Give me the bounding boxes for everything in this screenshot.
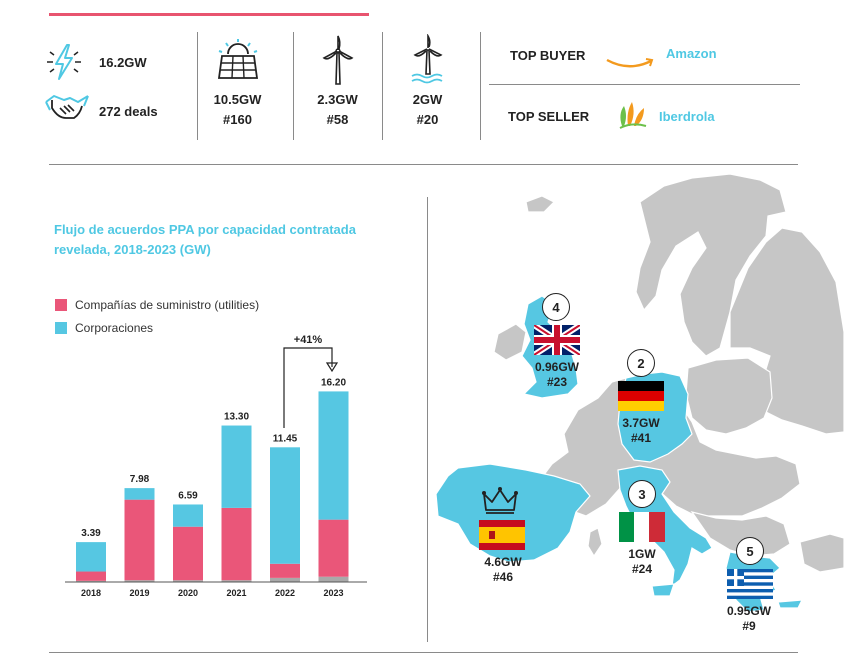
country-label-greece: 0.95GW #9 [716, 604, 782, 634]
country-label-spain: 4.6GW #46 [472, 555, 534, 585]
growth-annotation: +41% [283, 333, 339, 428]
bar-segment-2023-utilities [318, 519, 349, 577]
bar-total-label-2020: 6.59 [178, 490, 198, 501]
legend-label-corporations: Corporaciones [75, 321, 154, 335]
bar-total-label-2018: 3.39 [81, 528, 101, 539]
uk-capacity: 0.96GW [534, 360, 579, 374]
bar-total-label-2021: 13.30 [224, 412, 249, 423]
solar-capacity: 10.5GW [213, 92, 262, 107]
bar-segment-2019-corporations [124, 488, 155, 500]
top-buyer-label: TOP BUYER [510, 48, 586, 63]
divider [382, 32, 383, 140]
bar-segment-2023-other [318, 576, 349, 582]
bar-segment-2018-corporations [76, 542, 106, 572]
lightning-icon [47, 44, 81, 80]
offshore-capacity: 2GW [412, 92, 443, 107]
legend-swatch-corporations [55, 322, 67, 334]
bar-segment-2020-utilities [173, 526, 203, 581]
legend-label-utilities: Compañías de suministro (utilities) [75, 298, 260, 312]
bar-segment-2021-corporations [221, 425, 252, 508]
germany-deals: #41 [630, 431, 652, 445]
bar-total-label-2023: 16.20 [321, 377, 346, 388]
x-tick-label-2023: 2023 [323, 588, 343, 598]
germany-capacity: 3.7GW [622, 416, 660, 430]
spain-deals: #46 [492, 570, 514, 584]
onshore-wind-stats: 2.3GW #58 [300, 90, 375, 130]
bar-total-label-2022: 11.45 [273, 433, 298, 444]
growth-arrow-line [283, 347, 333, 428]
total-capacity: 16.2GW [99, 55, 147, 70]
divider [480, 32, 481, 140]
rank-badge-germany: 2 [627, 349, 655, 377]
top-buyer-name: Amazon [666, 46, 717, 61]
total-deals: 272 deals [99, 104, 158, 119]
bar-segment-2018-other [76, 580, 106, 582]
x-tick-label-2021: 2021 [226, 588, 246, 598]
x-tick-label-2022: 2022 [275, 588, 295, 598]
x-tick-label-2020: 2020 [178, 588, 198, 598]
iberdrola-leaves-icon [619, 102, 647, 129]
spain-capacity: 4.6GW [484, 555, 522, 569]
solar-stats: 10.5GW #160 [200, 90, 275, 130]
italy-capacity: 1GW [628, 547, 656, 561]
bar-segment-2021-utilities [221, 507, 252, 581]
handshake-icon [45, 95, 89, 119]
uk-flag-icon [534, 325, 580, 355]
uk-deals: #23 [546, 375, 568, 389]
offshore-wind-icon [411, 34, 443, 84]
growth-arrow-head [325, 362, 339, 373]
greece-deals: #9 [742, 619, 756, 633]
top-seller-name: Iberdrola [659, 109, 715, 124]
germany-flag-icon [618, 381, 664, 411]
onshore-capacity: 2.3GW [317, 92, 358, 107]
stacked-bar-chart: 3.39 2018 7.98 2019 6.59 2020 13.30 2021 11.45 20… [65, 333, 367, 598]
solar-panel-icon [217, 39, 259, 79]
offshore-wind-stats: 2GW #20 [390, 90, 465, 130]
x-tick-label-2018: 2018 [81, 588, 101, 598]
bar-segment-2022-corporations [270, 447, 300, 564]
section-divider-vertical [427, 197, 428, 642]
bar-segment-2018-utilities [76, 571, 106, 581]
bar-segment-2020-corporations [173, 504, 203, 527]
italy-flag-icon [619, 512, 665, 542]
country-label-italy: 1GW #24 [610, 547, 674, 577]
bottom-divider [49, 652, 798, 653]
top-seller-label: TOP SELLER [508, 109, 590, 124]
spain-flag-icon [479, 520, 525, 550]
accent-line [49, 13, 369, 16]
bar-segment-2019-other [124, 580, 155, 582]
crown-icon [482, 487, 518, 514]
bar-segment-2021-other [221, 580, 252, 582]
bar-segment-2022-other [270, 577, 300, 582]
wind-turbine-icon [322, 35, 354, 85]
summary-bar: 16.2GW 272 deals 10.5GW #160 2.3GW [40, 30, 800, 145]
growth-annotation-label: +41% [294, 334, 323, 346]
rank-badge-greece: 5 [736, 537, 764, 565]
onshore-count: #58 [326, 112, 349, 127]
country-label-germany: 3.7GW #41 [608, 416, 674, 446]
greece-capacity: 0.95GW [726, 604, 771, 618]
x-tick-label-2019: 2019 [129, 588, 149, 598]
bar-segment-2019-utilities [124, 499, 155, 581]
divider [197, 32, 198, 140]
offshore-count: #20 [416, 112, 439, 127]
chart-title: Flujo de acuerdos PPA por capacidad cont… [54, 222, 356, 257]
country-label-uk: 0.96GW #23 [524, 360, 590, 390]
greece-flag-icon [727, 569, 773, 599]
bar-segment-2022-utilities [270, 563, 300, 578]
rank-badge-italy: 3 [628, 480, 656, 508]
bar-total-label-2019: 7.98 [130, 474, 150, 485]
italy-deals: #24 [631, 562, 653, 576]
divider [293, 32, 294, 140]
legend-swatch-utilities [55, 299, 67, 311]
bar-segment-2023-corporations [318, 391, 349, 520]
solar-count: #160 [223, 112, 252, 127]
amazon-smile-icon [606, 58, 654, 68]
rank-badge-uk: 4 [542, 293, 570, 321]
divider [489, 84, 800, 85]
section-divider [49, 164, 798, 165]
bar-segment-2020-other [173, 580, 203, 582]
europe-land [493, 173, 844, 573]
